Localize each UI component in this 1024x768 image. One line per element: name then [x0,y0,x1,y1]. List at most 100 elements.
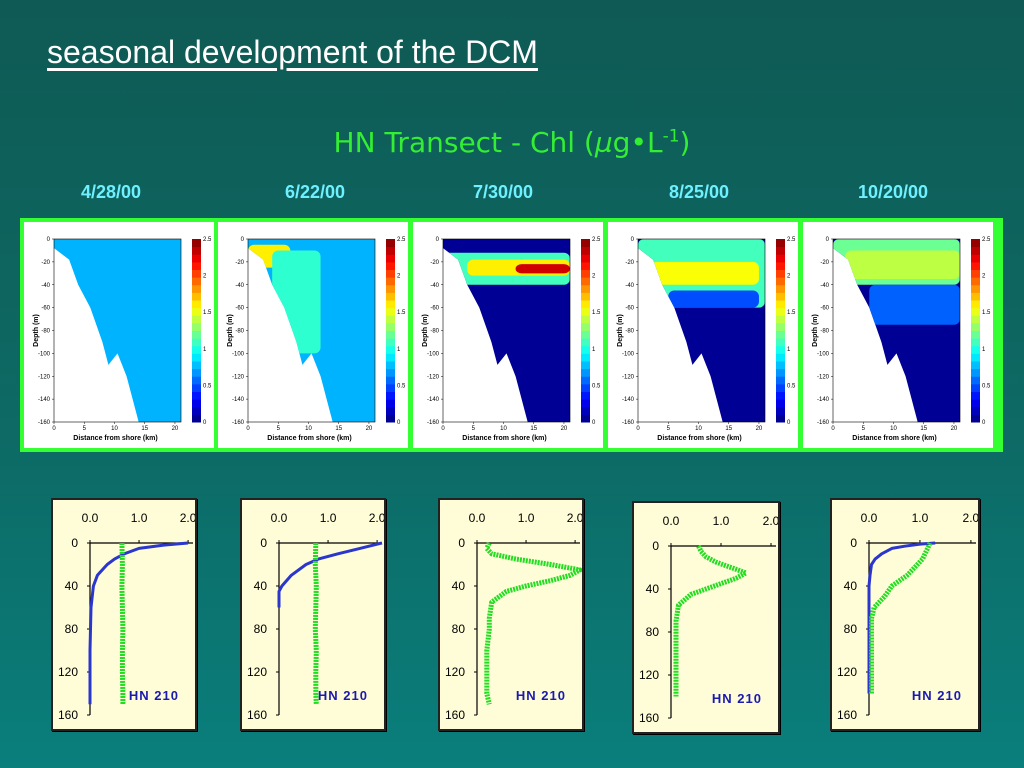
colorbar-segment [581,254,590,263]
chl-profile-line [312,542,319,705]
colorbar-segment [386,277,395,286]
colorbar-segment [581,330,590,339]
x-tick-label: 0.0 [861,511,878,525]
colorbar-segment [971,284,980,293]
colorbar-label: 0.5 [982,383,991,389]
station-profile-plot: 0.0 1.0 2.0 0 40 80 120 160 HN 210 [837,511,980,722]
section-field [638,239,765,422]
y-tick-label: -40 [430,283,439,289]
x-tick-label: 15 [725,426,732,432]
colorbar-segment [192,330,201,339]
colorbar-segment [192,239,201,248]
colorbar-segment [386,300,395,309]
y-tick-label: -120 [38,374,51,380]
chart-title-unit: g•L [612,126,663,159]
colorbar-segment [192,353,201,362]
colorbar-segment [581,322,590,331]
y-tick-label: 80 [844,622,858,636]
y-tick-label: 80 [646,625,660,639]
station-label: HN 210 [129,688,179,703]
y-tick-label: -100 [427,351,440,357]
colorbar-segment [386,414,395,423]
colorbar-segment [776,322,785,331]
x-tick-label: 1.0 [713,514,730,528]
colorbar-segment [971,391,980,400]
y-tick-label: -160 [622,420,635,426]
y-tick-label: -80 [430,329,439,335]
colorbar-label: 0.5 [397,383,406,389]
colorbar-segment [386,322,395,331]
colorbar-label: 1 [203,347,207,353]
colorbar-segment [776,307,785,316]
x-tick-label: 10 [111,426,118,432]
colorbar-segment [192,322,201,331]
colorbar-label: 0.5 [592,383,601,389]
y-tick-label: 80 [254,622,268,636]
x-tick-label: 20 [366,426,373,432]
date-label: 10/20/00 [857,182,929,202]
x-tick-label: 1.0 [518,511,535,525]
chart-title-main: HN Transect - Chl ( [333,126,595,159]
colorbar-segment [776,261,785,270]
chl-profile-line [673,544,749,697]
x-tick-label: 10 [890,426,897,432]
y-tick-label: -160 [817,420,830,426]
station-profile: 0.0 1.0 2.0 0 40 80 120 160 HN 210 [240,498,386,731]
chl-layer [515,264,570,274]
colorbar-segment [776,338,785,347]
chart-title-end: ) [679,126,691,159]
colorbar-segment [776,353,785,362]
x-tick-label: 1.0 [912,511,929,525]
y-tick-label: -140 [427,397,440,403]
colorbar-segment [581,414,590,423]
colorbar-segment [192,246,201,255]
y-tick-label: 0 [260,536,267,550]
x-tick-label: 10 [305,426,312,432]
y-tick-label: -140 [232,397,245,403]
x-axis-label: Distance from shore (km) [852,435,936,442]
station-profile-plot: 0.0 1.0 2.0 0 40 80 120 160 HN 210 [247,511,386,722]
colorbar-segment [192,391,201,400]
colorbar-segment [192,284,201,293]
transect-section: 0 -20 -40 -60 -80 -100 -120 -140 -160 0 5 10 15 20 Dis… [803,222,993,448]
y-tick-label: -40 [820,283,829,289]
y-tick-label: -60 [41,306,50,312]
y-tick-label: -100 [232,351,245,357]
background-chl [54,239,181,422]
colorbar-segment [776,368,785,377]
colorbar-segment [386,284,395,293]
colorbar-label: 2 [397,274,401,280]
y-tick-label: 80 [452,622,466,636]
y-tick-label: -140 [817,397,830,403]
colorbar-segment [971,414,980,423]
x-axis-label: Distance from shore (km) [657,435,741,442]
transect-sections-frame: 0 -20 -40 -60 -80 -100 -120 -140 -160 0 5 10 15 20 Dis… [20,218,1003,452]
chl-profile-line [119,542,126,705]
colorbar-label: 2.5 [787,237,796,243]
x-tick-label: 2.0 [567,511,582,525]
y-tick-label: -120 [232,374,245,380]
colorbar-segment [971,361,980,370]
colorbar-label: 2.5 [203,237,212,243]
y-tick-label: 0 [631,237,635,243]
x-tick-label: 1.0 [320,511,337,525]
colorbar-segment [581,399,590,408]
colorbar-segment [386,246,395,255]
x-tick-label: 2.0 [369,511,384,525]
chl-layer [650,261,759,285]
x-tick-label: 1.0 [131,511,148,525]
x-tick-label: 15 [530,426,537,432]
x-axis-label: Distance from shore (km) [73,435,157,442]
y-tick-label: -60 [235,306,244,312]
station-profile: 0.0 1.0 2.0 0 40 80 120 160 HN 210 [830,498,980,731]
colorbar-label: 1.5 [397,310,406,316]
y-tick-label: 0 [850,536,857,550]
colorbar-label: 1 [397,347,401,353]
light-profile-line [88,541,189,705]
x-tick-label: 10 [695,426,702,432]
colorbar-label: 1.5 [203,310,212,316]
transect-section: 0 -20 -40 -60 -80 -100 -120 -140 -160 0 5 10 15 20 Dis… [413,222,603,448]
y-tick-label: -60 [820,306,829,312]
